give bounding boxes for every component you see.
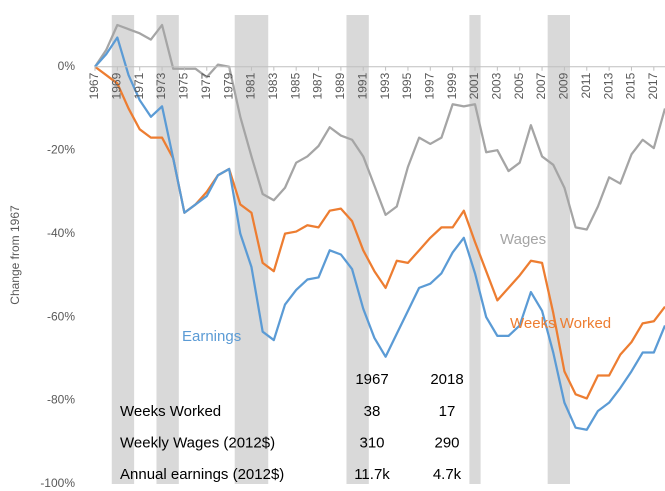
- table-row-label: Weekly Wages (2012$): [120, 434, 275, 451]
- x-tick-label: 1985: [288, 72, 302, 99]
- x-tick-label: 1967: [87, 72, 101, 99]
- recession-band: [156, 15, 179, 484]
- lines: [94, 23, 665, 431]
- table-cell: 4.7k: [433, 466, 462, 483]
- table-cell: 38: [364, 403, 381, 420]
- x-tick-label: 1987: [311, 72, 325, 99]
- x-tick-label: 1995: [400, 72, 414, 99]
- series-line: [94, 23, 665, 231]
- table-cell: 11.7k: [354, 466, 390, 483]
- x-tick-label: 1975: [177, 72, 191, 99]
- series-label: Earnings: [182, 328, 241, 345]
- x-tick-label: 2013: [601, 72, 615, 99]
- y-tick-label: -40%: [47, 226, 75, 240]
- x-tick-label: 2003: [490, 72, 504, 99]
- y-tick-label: -100%: [40, 476, 75, 490]
- recession-band: [346, 15, 369, 484]
- y-tick-label: -60%: [47, 309, 75, 323]
- series-line: [94, 36, 665, 431]
- x-tick-label: 1971: [132, 72, 146, 99]
- x-tick-label: 1989: [333, 72, 347, 99]
- x-tick-label: 1981: [244, 72, 258, 99]
- x-tick-label: 2009: [557, 72, 571, 99]
- y-tick-label: 0%: [58, 59, 76, 73]
- x-tick-label: 2001: [467, 72, 481, 99]
- x-tick-label: 2007: [534, 72, 548, 99]
- x-tick-label: 2011: [579, 72, 593, 98]
- x-tick-label: 1979: [221, 72, 235, 99]
- recession-band: [234, 15, 269, 484]
- x-tick-label: 1983: [266, 72, 280, 99]
- x-tick-label: 2005: [512, 72, 526, 99]
- x-tick-label: 1997: [422, 72, 436, 99]
- y-tick-label: -20%: [47, 142, 75, 156]
- x-tick-label: 1999: [445, 72, 459, 99]
- table-row-label: Weeks Worked: [120, 403, 221, 420]
- table-cell: 290: [434, 434, 459, 451]
- x-tick-label: 1993: [378, 72, 392, 99]
- x-tick-label: 1973: [154, 72, 168, 99]
- table-row-label: Annual earnings (2012$): [120, 466, 284, 483]
- series-label: Wages: [500, 231, 546, 248]
- y-tick-label: -80%: [47, 393, 75, 407]
- x-tick-label: 2015: [624, 72, 638, 99]
- table-header: 1967: [355, 371, 388, 388]
- x-tick-label: 1969: [110, 72, 124, 99]
- table-cell: 17: [439, 403, 456, 420]
- recession-band: [469, 15, 481, 484]
- table-header: 2018: [430, 371, 463, 388]
- series-label: Weeks Worked: [510, 315, 611, 332]
- y-axis-title: Change from 1967: [8, 205, 22, 305]
- x-tick-label: 2017: [646, 72, 660, 99]
- x-tick-label: 1977: [199, 72, 213, 99]
- recession-band: [111, 15, 135, 484]
- table-cell: 310: [359, 434, 384, 451]
- x-tick-label: 1991: [355, 72, 369, 99]
